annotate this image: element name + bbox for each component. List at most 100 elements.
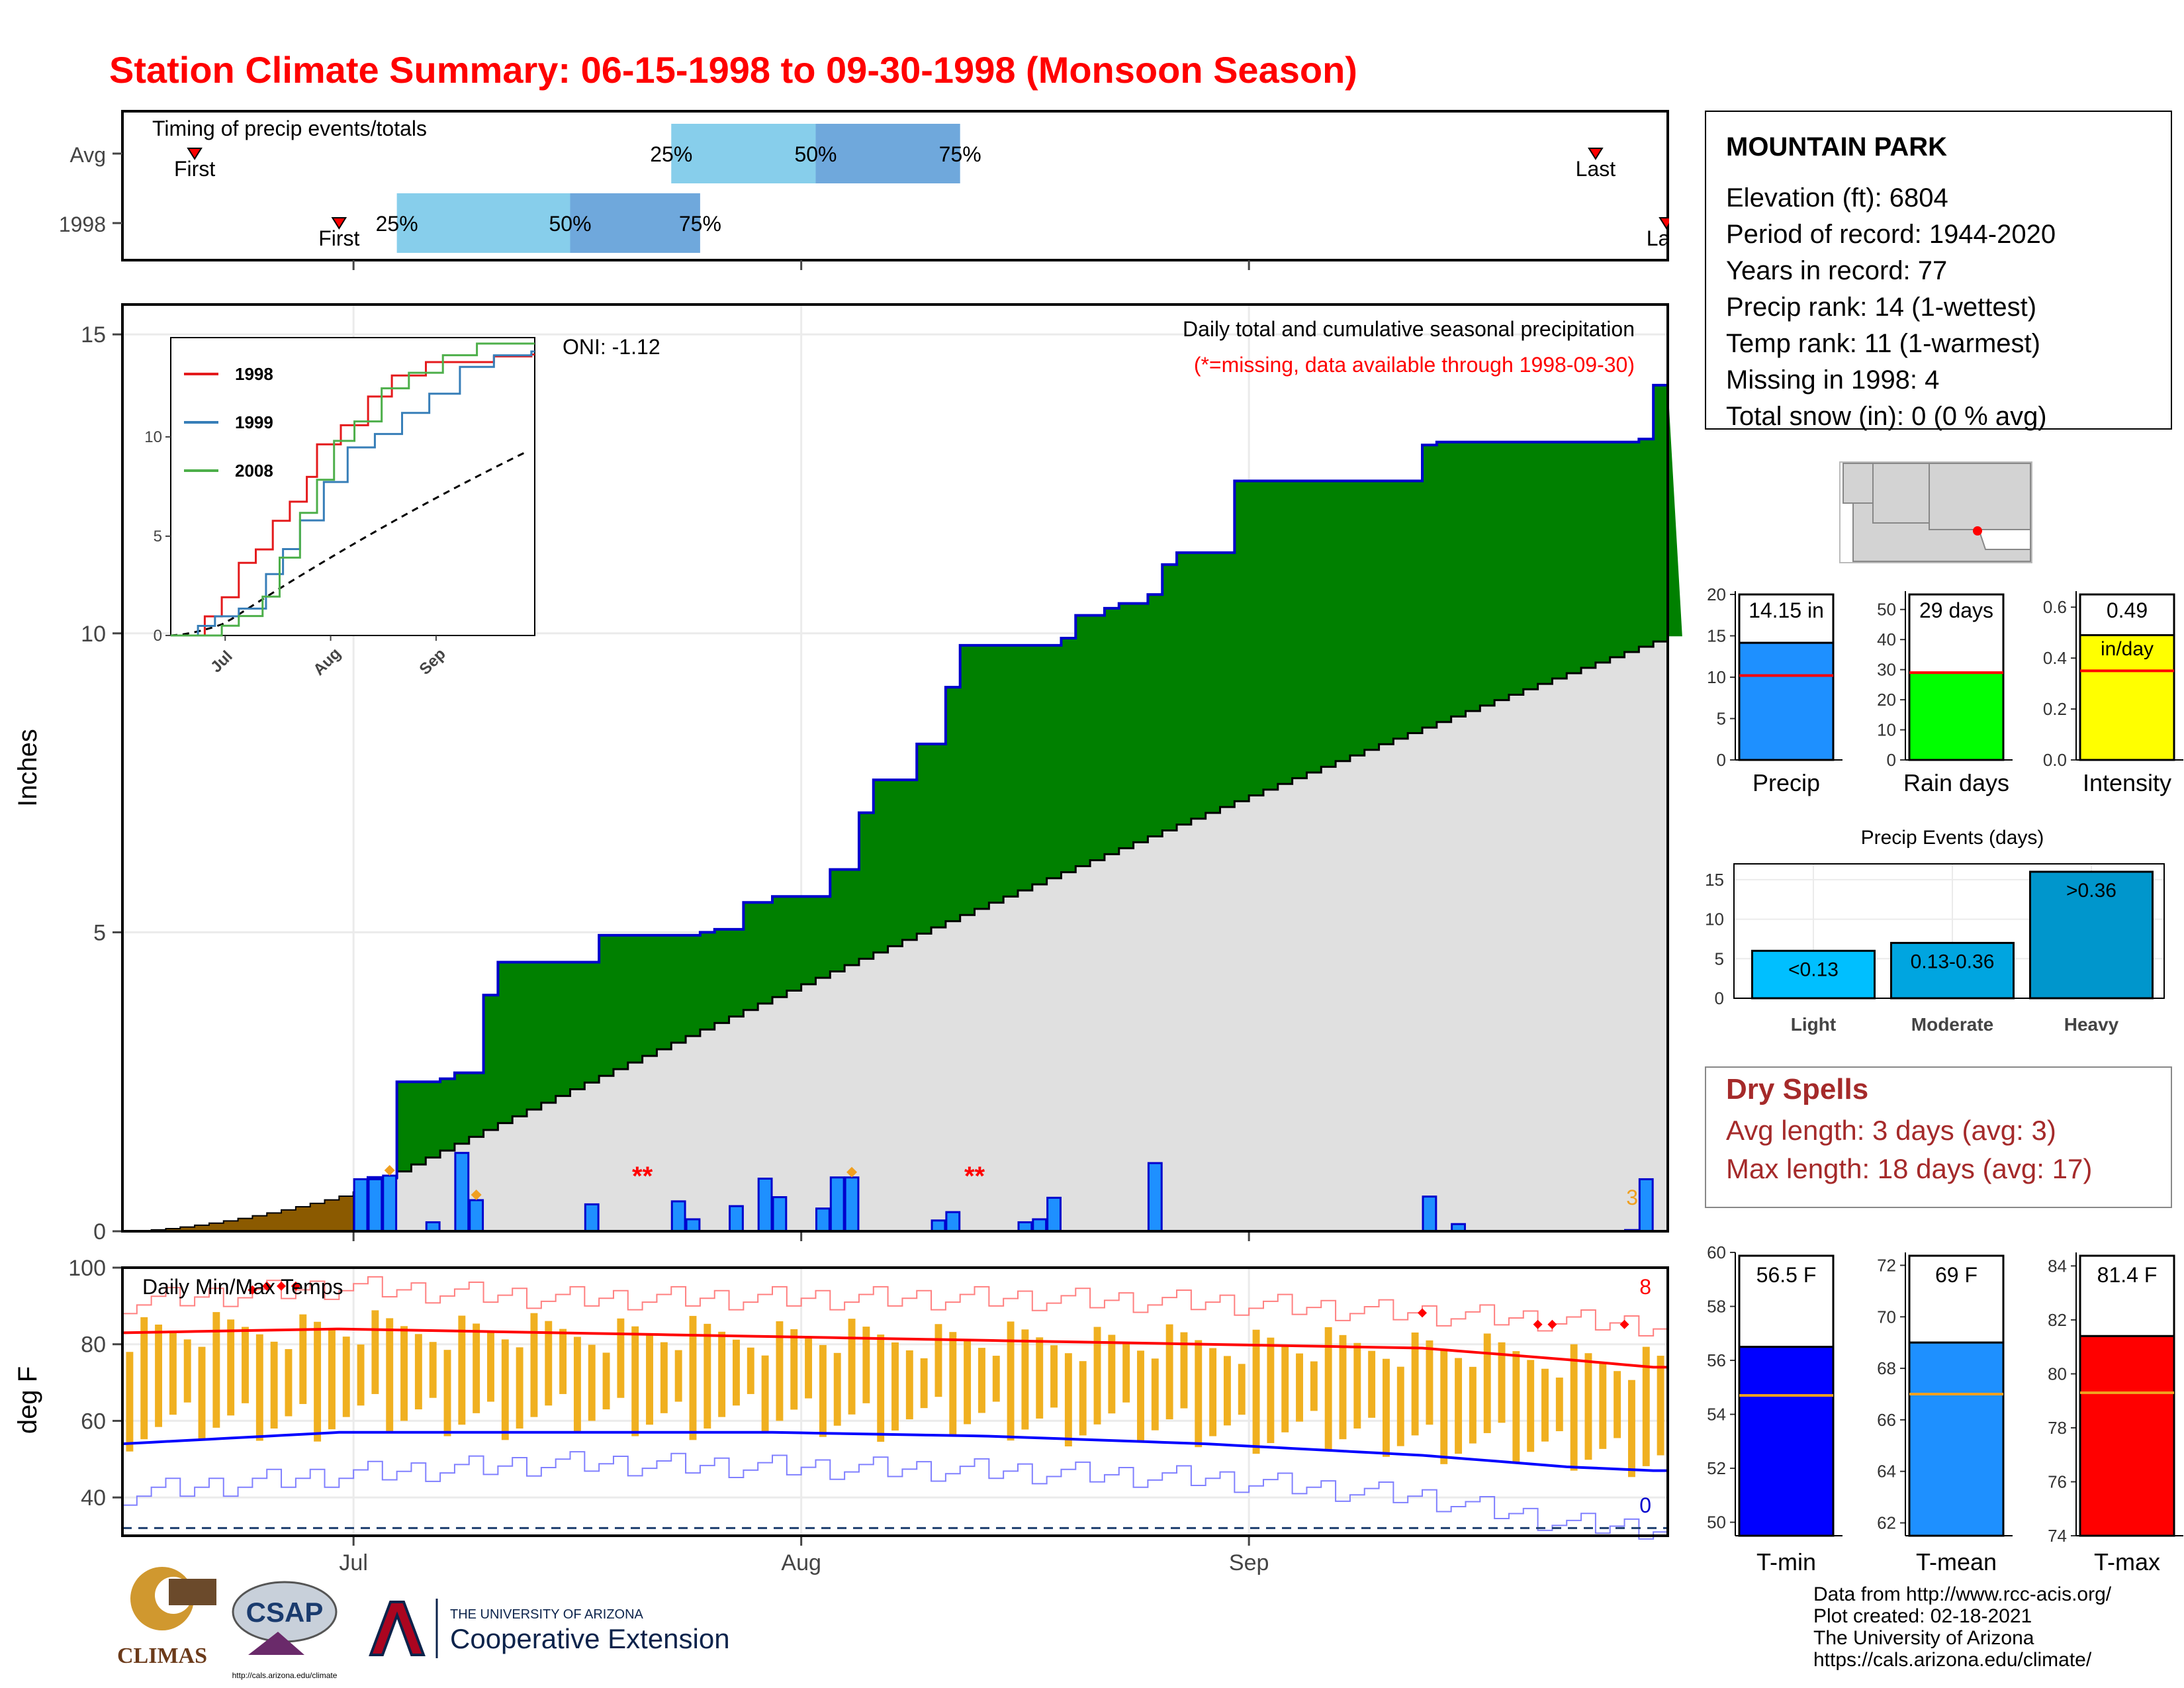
daily-temp-bar (371, 1310, 379, 1394)
daily-precip-bar (670, 1200, 686, 1233)
summary-ytick-label: 40 (1877, 630, 1896, 649)
timing-last-marker (1588, 148, 1604, 160)
temp-summary-value-label: 56.5 F (1756, 1263, 1817, 1287)
timing-clip-cover (1669, 106, 1702, 265)
daily-temp-bar (429, 1342, 437, 1398)
temp-summary-ytick-label: 52 (1707, 1458, 1726, 1478)
climas-logo: CLIMAS (117, 1567, 216, 1668)
record-marker (1418, 1308, 1428, 1318)
precip-ytick-label: 0 (93, 1219, 106, 1244)
daily-temp-bar (689, 1315, 697, 1440)
temp-summary-bar (1908, 1341, 2005, 1537)
events-ytick-label: 5 (1715, 949, 1724, 968)
daily-temp-bar (1165, 1324, 1173, 1420)
summary-value-bar (1738, 641, 1835, 761)
timing-q50-label: 50% (794, 142, 837, 166)
daily-precip-bar (815, 1207, 831, 1233)
temp-summary-ytick-label: 68 (1877, 1358, 1896, 1378)
inset-series-line (171, 353, 535, 637)
daily-precip-bar (367, 1178, 383, 1233)
daily-precip-bar (772, 1196, 788, 1233)
x-axis-label: Sep (1229, 1550, 1269, 1575)
daily-temp-bar (328, 1329, 336, 1430)
summary-value-bar (1908, 671, 2005, 761)
precip-summary-charts: 0 5 10 15 20 14.15 in Precip 0 10 20 30 40 50 29 days… (1707, 585, 2183, 796)
daily-precip-bar (931, 1219, 946, 1233)
daily-temp-bar (1267, 1337, 1275, 1443)
precip-annotation: 3 (1626, 1186, 1638, 1209)
daily-temp-bar (1541, 1368, 1549, 1442)
daily-temp-bar (212, 1312, 220, 1428)
daily-temp-bar (501, 1339, 509, 1440)
temp-frame (121, 1266, 1669, 1537)
record-max-line (122, 1276, 1668, 1337)
daily-temp-bar (660, 1342, 668, 1413)
daily-temp-bar (1469, 1366, 1477, 1444)
precip-ylabel: Inches (13, 729, 42, 807)
summary-label-box (1738, 593, 1835, 644)
summary-ytick-label: 20 (1707, 585, 1726, 604)
daily-temp-bar (891, 1342, 899, 1431)
daily-temp-bar (1151, 1358, 1159, 1430)
temp-summary-ytick-label: 54 (1707, 1405, 1726, 1425)
temp-marks (122, 1276, 1668, 1540)
daily-temp-bar (819, 1344, 827, 1437)
daily-temp-bar (992, 1356, 1000, 1402)
map-states (1843, 463, 2031, 562)
temp-summary-bar (2079, 1335, 2175, 1537)
temp-summary-ytick-label: 60 (1707, 1243, 1726, 1262)
dry-spells-title: Dry Spells (1726, 1073, 1868, 1105)
daily-temp-bar (1021, 1329, 1029, 1430)
footer-credit-line: Plot created: 02-18-2021 (1813, 1605, 2032, 1627)
summary-value-bar (2079, 634, 2175, 761)
timing-bar-q50-q75 (570, 193, 700, 253)
temp-summary-charts: 50 52 54 56 58 60 56.5 F T-min 62 64 66 68 70 72 69 F T… (1707, 1243, 2183, 1575)
events-bar (1890, 941, 2015, 1000)
daily-temp-bar (805, 1336, 813, 1399)
footer-credit-line: https://cals.arizona.edu/climate/ (1813, 1649, 2092, 1671)
events-bar-label: 0.13-0.36 (1911, 951, 1995, 972)
pre-season-area (122, 1196, 355, 1232)
summary-ytick-label: 30 (1877, 660, 1896, 680)
station-frame (1705, 111, 2172, 430)
daily-temp-bar (1050, 1345, 1058, 1408)
daily-temp-bar (1383, 1358, 1390, 1457)
temp-annotation-top: 8 (1639, 1275, 1651, 1299)
daily-temp-bar (674, 1350, 682, 1402)
inset-series-line (171, 342, 535, 637)
daily-temp-bar (126, 1352, 134, 1452)
daily-temp-bar (718, 1331, 726, 1417)
station-lines: Elevation (ft): 6804 Period of record: 19… (1726, 183, 2056, 431)
precip-ytick-label: 5 (93, 920, 106, 945)
temp-summary-ytick-label: 58 (1707, 1297, 1726, 1317)
daily-temp-bar (1137, 1350, 1144, 1442)
station-info-line: Temp rank: 11 (1-warmest) (1726, 329, 2040, 358)
record-marker (1619, 1319, 1629, 1329)
timing-q75-label: 75% (939, 142, 981, 166)
daily-temp-bar (183, 1339, 191, 1403)
daily-precip-bar (729, 1205, 744, 1233)
record-marker (1547, 1319, 1557, 1329)
summary-ytick-label: 15 (1707, 626, 1726, 646)
summary-value-label: 14.15 in (1749, 598, 1824, 622)
events-bar (1751, 949, 1876, 1000)
daily-temp-bar (255, 1334, 263, 1441)
daily-temp-bar (1339, 1335, 1347, 1440)
daily-temp-bar (458, 1315, 466, 1425)
inset-legend-label: 1998 (235, 364, 273, 384)
timing-q50-label: 50% (549, 212, 591, 236)
footer-credit-line: Data from http://www.rcc-acis.org/ (1813, 1583, 2112, 1605)
daily-precip-bar (584, 1203, 600, 1233)
missing-data-marker: ** (632, 1162, 653, 1191)
daily-temp-bar (342, 1336, 350, 1417)
daily-temp-bar (704, 1323, 711, 1429)
events-ytick-label: 0 (1715, 988, 1724, 1008)
x-axis-label: Aug (781, 1550, 821, 1575)
summary-category-label: Intensity (2083, 769, 2171, 796)
summary-category-label: Precip (1752, 769, 1820, 796)
daily-temp-bar (1570, 1344, 1578, 1471)
timing-bar-q25-q50 (671, 124, 816, 183)
temp-summary-ytick-label: 70 (1877, 1307, 1896, 1327)
daily-temp-bar (487, 1331, 494, 1402)
